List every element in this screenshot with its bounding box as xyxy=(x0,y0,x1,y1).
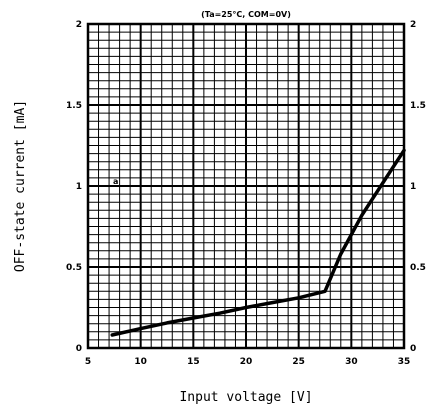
chart-condition-label: (Ta=25°C, COM=0V) xyxy=(201,10,291,19)
y-tick-label-right: 0 xyxy=(410,344,416,354)
y-tick-label-right: 1 xyxy=(410,182,416,192)
annotation-marker: a xyxy=(113,177,118,186)
plot-frame xyxy=(86,22,406,350)
grid xyxy=(88,24,404,348)
x-tick-label: 25 xyxy=(292,357,305,367)
x-tick-label: 15 xyxy=(187,357,200,367)
y-tick-label-left: 1 xyxy=(76,182,82,192)
y-axis-title: OFF-state current [mA] xyxy=(13,100,28,272)
x-tick-label: 20 xyxy=(240,357,253,367)
y-tick-label-right: 0.5 xyxy=(410,263,426,273)
series-line xyxy=(110,148,406,337)
x-axis-title: Input voltage [V] xyxy=(179,390,312,405)
y-tick-label-left: 0.5 xyxy=(66,263,82,273)
x-tick-label: 35 xyxy=(398,357,411,367)
x-tick-label: 10 xyxy=(134,357,147,367)
x-tick-label: 30 xyxy=(345,357,358,367)
y-tick-label-left: 0 xyxy=(76,344,82,354)
y-tick-label-right: 2 xyxy=(410,20,416,30)
y-tick-label-left: 2 xyxy=(76,20,82,30)
x-tick-label: 5 xyxy=(85,357,91,367)
y-tick-label-right: 1.5 xyxy=(410,101,426,111)
series-layer xyxy=(110,148,406,337)
y-tick-label-left: 1.5 xyxy=(66,101,82,111)
